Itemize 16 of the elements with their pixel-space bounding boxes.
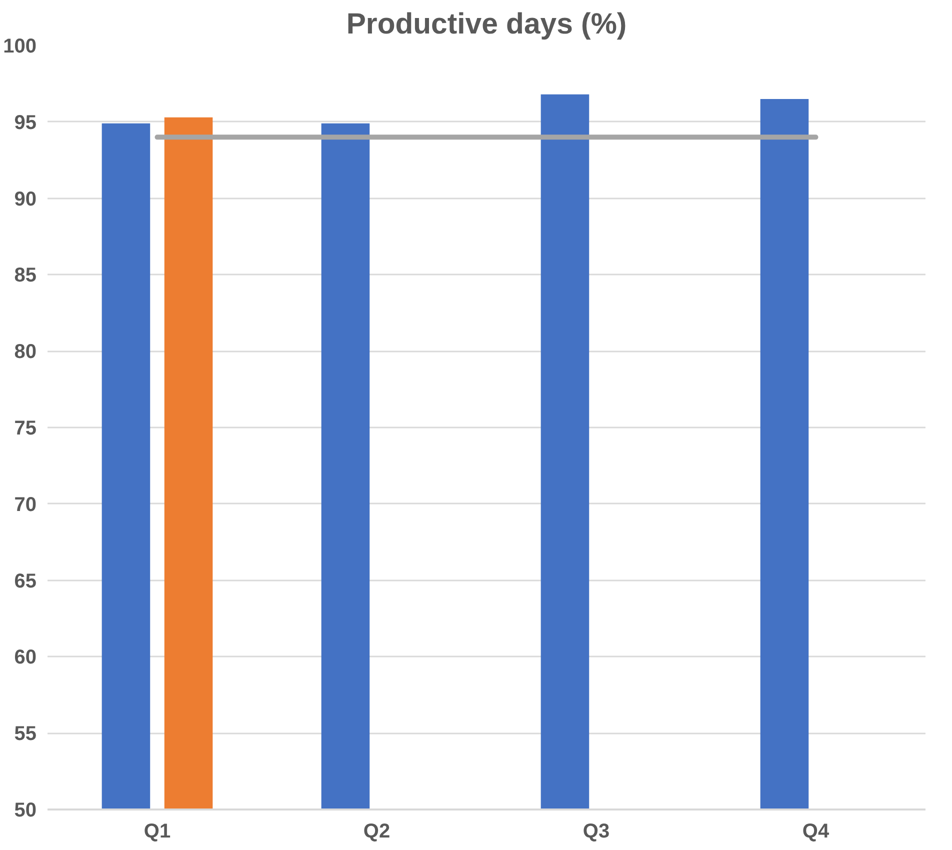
y-tick-label: 65 [14, 570, 37, 592]
y-tick-label: 55 [14, 723, 37, 746]
y-tick-label: 80 [14, 341, 37, 364]
y-tick-label: 50 [14, 800, 37, 822]
y-tick-label: 60 [14, 646, 37, 669]
y-tick-label: 95 [14, 112, 37, 134]
chart-title: Productive days (%) [346, 8, 627, 40]
y-tick-label: 75 [14, 418, 37, 440]
x-tick-label: Q2 [363, 820, 390, 842]
x-tick-label: Q4 [802, 820, 830, 842]
y-tick-label: 100 [3, 36, 37, 58]
y-tick-label: 90 [14, 188, 37, 210]
y-tick-label: 85 [14, 264, 37, 287]
y-tick-label: 70 [14, 494, 37, 516]
x-tick-label: Q1 [144, 820, 171, 842]
x-tick-label: Q3 [582, 820, 610, 842]
